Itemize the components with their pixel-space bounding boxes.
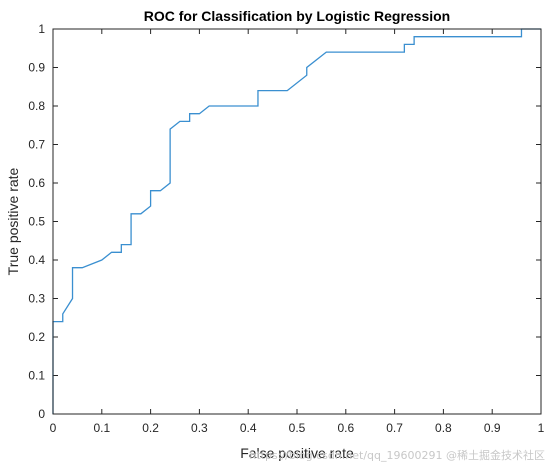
x-tick-label: 0.6 [337, 421, 354, 435]
x-tick-label: 0.3 [191, 421, 208, 435]
x-axis-label: False positive rate [240, 445, 354, 461]
x-tick-label: 0 [50, 421, 57, 435]
y-tick-label: 0.5 [28, 215, 45, 229]
plot-area [53, 29, 541, 414]
y-tick-label: 0.3 [28, 292, 45, 306]
plot-frame [52, 28, 542, 415]
y-tick-label: 1 [38, 22, 45, 36]
watermark: https://blog.csdn.net/qq_19600291 @稀土掘金技… [249, 449, 545, 462]
y-axis-label: True positive rate [5, 167, 21, 275]
y-tick-label: 0 [38, 407, 45, 421]
roc-curve-line [52, 28, 541, 414]
x-tick-label: 0.5 [289, 421, 306, 435]
y-tick-label: 0.4 [28, 253, 45, 267]
axis-ticks: 0 0.1 0.2 0.3 0.4 0.5 0.6 0.7 0.8 0.9 1 0 0.1 0.2 0.3 0… [28, 22, 544, 435]
x-tick-label: 0.8 [435, 421, 452, 435]
series-layer [52, 28, 541, 414]
x-tick-label: 0.9 [484, 421, 501, 435]
x-tick-label: 0.7 [386, 421, 403, 435]
y-tick-label: 0.9 [28, 61, 45, 75]
x-tick-label: 0.4 [240, 421, 257, 435]
chart-title: ROC for Classification by Logistic Regre… [144, 8, 451, 24]
y-tick-label: 0.6 [28, 176, 45, 190]
y-tick-label: 0.7 [28, 138, 45, 152]
x-tick-label: 0.1 [93, 421, 110, 435]
y-tick-label: 0.2 [28, 330, 45, 344]
x-tick-label: 1 [538, 421, 545, 435]
y-tick-label: 0.1 [28, 369, 45, 383]
y-tick-label: 0.8 [28, 99, 45, 113]
x-tick-label: 0.2 [142, 421, 159, 435]
